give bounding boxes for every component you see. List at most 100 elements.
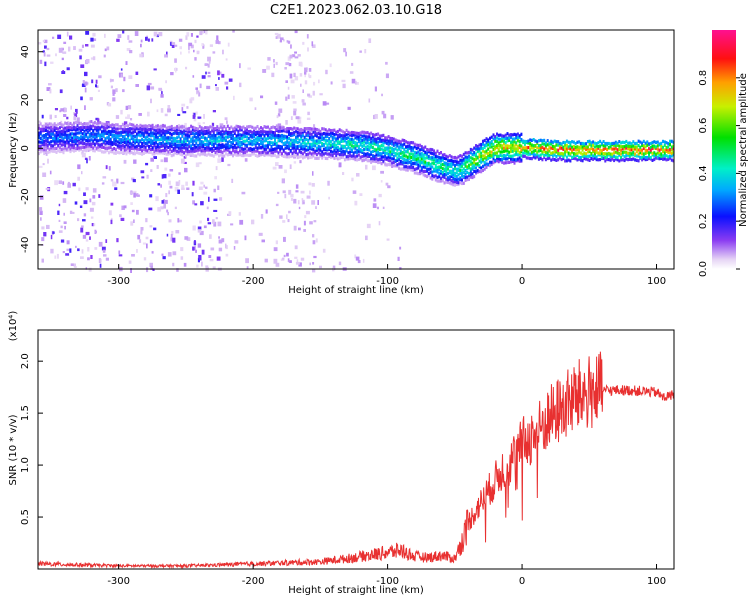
spectrogram-cell bbox=[490, 145, 493, 149]
spectrogram-cell bbox=[188, 126, 191, 131]
spectrogram-cell bbox=[378, 147, 381, 152]
spectrogram-cell bbox=[482, 168, 484, 172]
spectrogram-cell bbox=[277, 129, 280, 133]
spectrogram-cell bbox=[551, 140, 554, 144]
spectrogram-cell bbox=[412, 141, 415, 145]
spectrogram-cell bbox=[118, 151, 121, 155]
spectrogram-cell bbox=[207, 152, 210, 156]
spectrogram-cell bbox=[239, 63, 241, 69]
spectrogram-cell bbox=[120, 130, 123, 134]
spectrogram-cell bbox=[649, 148, 652, 152]
spectrogram-cell bbox=[520, 132, 523, 136]
spectrogram-cell bbox=[284, 151, 287, 155]
spectrogram-cell bbox=[114, 187, 118, 190]
spectrogram-cell bbox=[165, 80, 167, 84]
spectrogram-cell bbox=[644, 158, 647, 162]
spectrogram-cell bbox=[475, 152, 477, 156]
spectrogram-cell bbox=[155, 145, 158, 149]
spectrogram-cell bbox=[592, 140, 595, 144]
spectrogram-cell bbox=[600, 149, 603, 153]
spectrogram-cell bbox=[251, 143, 254, 147]
spectrogram-cell bbox=[655, 140, 657, 144]
spectrogram-cell bbox=[310, 155, 313, 159]
spectrogram-cell bbox=[209, 147, 212, 151]
spectrogram-cell bbox=[483, 150, 486, 154]
spectrogram-cell bbox=[326, 148, 329, 152]
spectrogram-cell bbox=[291, 151, 294, 155]
spectrogram-cell bbox=[251, 139, 254, 143]
spectrogram-cell bbox=[543, 142, 546, 146]
spectrogram-cell bbox=[440, 165, 442, 169]
spectrogram-cell bbox=[412, 161, 415, 166]
spectrogram-cell bbox=[221, 129, 224, 133]
spectrogram-cell bbox=[298, 138, 301, 142]
spectrogram-cell bbox=[107, 142, 110, 146]
spectrogram-cell bbox=[207, 131, 210, 135]
spectrogram-cell bbox=[207, 222, 212, 225]
spectrogram-cell bbox=[377, 150, 380, 154]
spectrogram-cell bbox=[158, 32, 163, 37]
spectrogram-cell bbox=[233, 137, 236, 141]
spectrogram-cell bbox=[564, 153, 567, 157]
spectrogram-cell bbox=[211, 140, 214, 144]
spectrogram-cell bbox=[52, 144, 54, 148]
spectrogram-cell bbox=[66, 147, 68, 151]
spectrogram-cell bbox=[73, 143, 75, 147]
spectrogram-cell bbox=[434, 178, 437, 182]
spectrogram-cell bbox=[372, 165, 376, 171]
spectrogram-cell bbox=[156, 145, 159, 149]
spectrogram-cell bbox=[128, 130, 131, 134]
spectrogram-cell bbox=[235, 124, 238, 128]
spectrogram-cell bbox=[271, 72, 275, 78]
spectrogram-cell bbox=[166, 209, 169, 213]
spectrogram-cell bbox=[93, 125, 96, 129]
spectrogram-cell bbox=[142, 144, 145, 148]
spectrogram-cell bbox=[83, 148, 86, 152]
spectrogram-cell bbox=[342, 150, 345, 154]
spectrogram-cell bbox=[303, 135, 306, 139]
spectrogram-cell bbox=[473, 146, 476, 150]
spectrogram-cell bbox=[108, 166, 111, 171]
spectrogram-cell bbox=[403, 167, 406, 171]
spectrogram-cell bbox=[606, 152, 609, 156]
spectrogram-cell bbox=[377, 160, 380, 165]
spectrogram-cell bbox=[471, 152, 474, 156]
spectrogram-cell bbox=[522, 146, 525, 150]
spectrogram-cell bbox=[228, 132, 231, 136]
spectrogram-cell bbox=[489, 150, 491, 154]
spectrogram-cell bbox=[319, 265, 322, 269]
spectrogram-cell bbox=[497, 148, 500, 152]
spectrogram-cell bbox=[59, 142, 61, 146]
spectrogram-cell bbox=[125, 143, 128, 147]
spectrogram-cell bbox=[195, 127, 198, 131]
spectrogram-cell bbox=[604, 141, 607, 146]
spectrogram-cell bbox=[308, 127, 311, 131]
spectrogram-cell bbox=[118, 125, 121, 129]
spectrogram-cell bbox=[427, 161, 430, 165]
spectrogram-cell bbox=[364, 131, 367, 135]
spectrogram-cell bbox=[588, 158, 591, 162]
spectrogram-cell bbox=[289, 164, 292, 169]
spectrogram-cell bbox=[167, 152, 170, 156]
spectrogram-cell bbox=[199, 256, 202, 261]
spectrogram-cell bbox=[213, 209, 218, 212]
spectrogram-cell bbox=[222, 49, 224, 55]
spectrogram-cell bbox=[279, 137, 282, 141]
spectrogram-cell bbox=[191, 125, 194, 129]
spectrogram-cell bbox=[74, 148, 77, 152]
spectrogram-cell bbox=[100, 130, 103, 134]
spectrogram-cell bbox=[99, 258, 102, 263]
spectrogram-cell bbox=[363, 130, 366, 134]
spectrogram-cell bbox=[468, 174, 470, 178]
spectrogram-cell bbox=[405, 140, 408, 144]
spectrogram-cell bbox=[378, 221, 381, 226]
spectrogram-cell bbox=[342, 136, 345, 140]
spectrogram-cell bbox=[492, 154, 495, 158]
spectrogram-cell bbox=[218, 143, 220, 147]
spectrogram-cell bbox=[149, 134, 152, 138]
spectrogram-cell bbox=[197, 226, 202, 230]
spectrogram-cell bbox=[59, 146, 61, 150]
spectrogram-cell bbox=[494, 147, 497, 151]
spectrogram-cell bbox=[185, 35, 188, 40]
spectrogram-cell bbox=[480, 154, 483, 159]
